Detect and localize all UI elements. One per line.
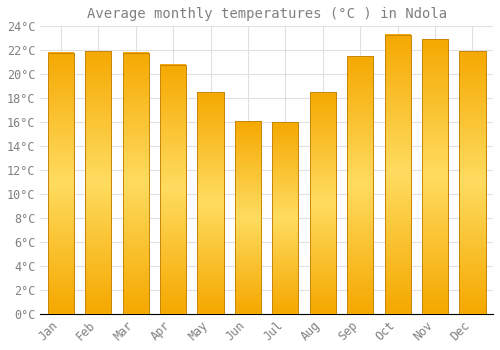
Bar — [422, 40, 448, 314]
Bar — [198, 92, 224, 314]
Bar — [85, 51, 112, 314]
Bar — [160, 65, 186, 314]
Bar — [384, 35, 410, 314]
Bar — [272, 122, 298, 314]
Bar — [347, 56, 374, 314]
Bar — [384, 35, 410, 314]
Bar — [310, 92, 336, 314]
Title: Average monthly temperatures (°C ) in Ndola: Average monthly temperatures (°C ) in Nd… — [86, 7, 446, 21]
Bar — [85, 51, 112, 314]
Bar — [48, 52, 74, 314]
Bar — [122, 52, 149, 314]
Bar — [198, 92, 224, 314]
Bar — [310, 92, 336, 314]
Bar — [160, 65, 186, 314]
Bar — [235, 121, 261, 314]
Bar — [48, 52, 74, 314]
Bar — [422, 40, 448, 314]
Bar — [272, 122, 298, 314]
Bar — [347, 56, 374, 314]
Bar — [460, 51, 485, 314]
Bar — [460, 51, 485, 314]
Bar — [122, 52, 149, 314]
Bar — [235, 121, 261, 314]
